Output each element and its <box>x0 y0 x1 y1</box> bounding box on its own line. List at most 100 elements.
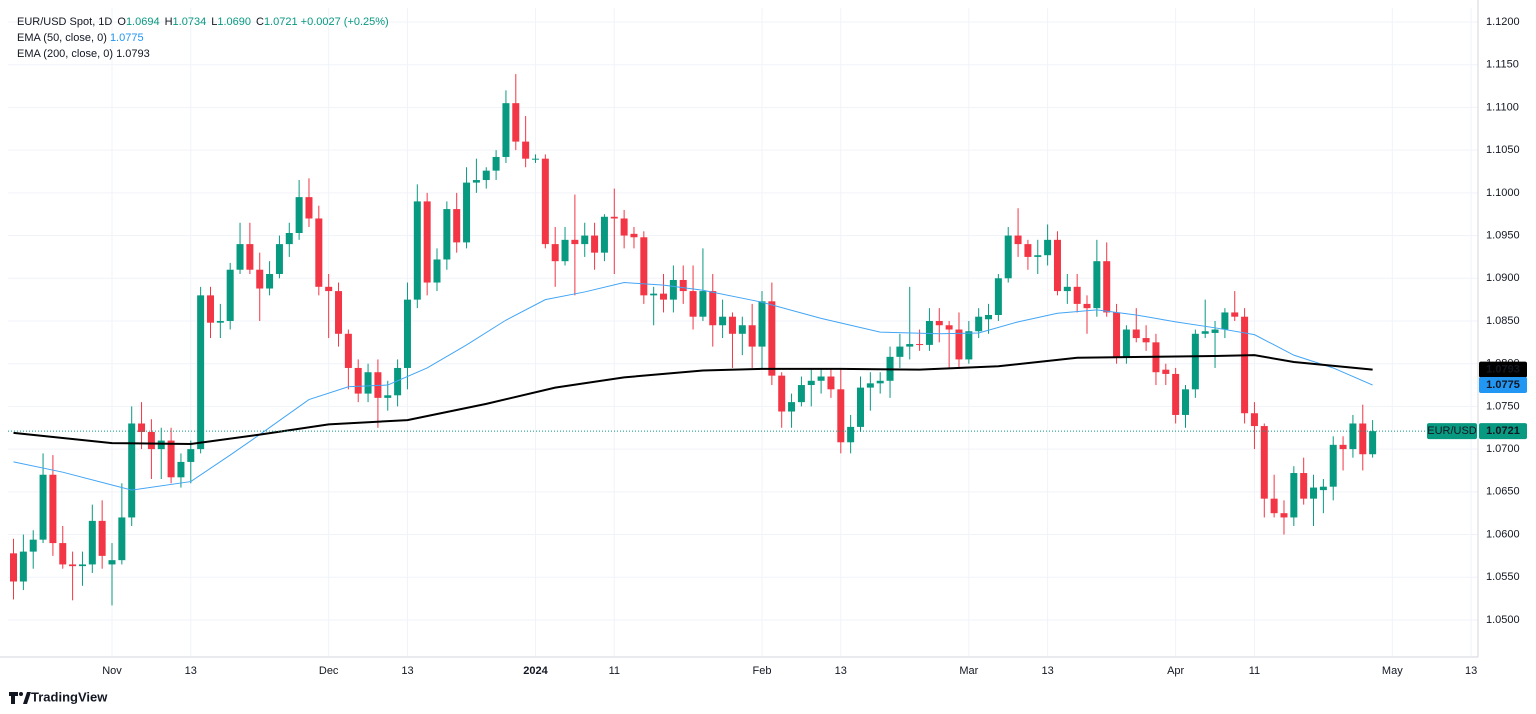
y-tick-label: 1.1200 <box>1486 16 1520 28</box>
candle-body <box>364 372 372 394</box>
candle-body <box>1113 312 1121 357</box>
candle-body <box>1053 239 1061 292</box>
candle-body <box>512 103 520 142</box>
logo-dot <box>19 692 23 696</box>
candle-body <box>797 385 805 403</box>
candle-body <box>108 560 116 565</box>
candle-body <box>955 329 963 360</box>
candle-body <box>1093 261 1101 309</box>
candle-body <box>1270 498 1278 514</box>
candle-body <box>837 389 845 443</box>
candle-body <box>551 244 559 262</box>
x-tick-label: Mar <box>959 665 978 677</box>
candle-body <box>975 316 983 332</box>
candle-body <box>463 182 471 243</box>
candle-body <box>29 539 37 552</box>
ema200-tag-box <box>1479 361 1527 378</box>
candle-body <box>98 520 106 556</box>
candle-body <box>561 239 569 262</box>
candle-body <box>531 158 539 160</box>
candle-body <box>807 380 815 386</box>
candle-body <box>1260 426 1268 499</box>
candle-body <box>502 103 510 157</box>
ema-line <box>13 354 1373 445</box>
candle-body <box>847 426 855 443</box>
candle-body <box>256 269 264 289</box>
y-tick-label: 1.0850 <box>1486 315 1520 327</box>
candle-body <box>285 232 293 245</box>
candle-body <box>896 346 904 357</box>
instrument-box <box>1427 423 1477 440</box>
ohlc-field: O <box>117 16 126 28</box>
candle-body <box>39 474 47 540</box>
candle-body <box>1290 473 1298 518</box>
candle-body <box>1201 331 1209 334</box>
candle-body <box>1329 444 1337 487</box>
candle-body <box>719 316 727 326</box>
candle-body <box>994 278 1002 316</box>
y-tick-label: 1.0550 <box>1486 571 1520 583</box>
candle-body <box>354 367 362 394</box>
candle-body <box>728 316 736 334</box>
candle-body <box>1369 431 1377 455</box>
candle-body <box>817 376 825 381</box>
logo-shape <box>9 692 18 704</box>
candle-body <box>1339 444 1347 450</box>
candle-body <box>925 320 933 345</box>
candle-body <box>916 344 924 346</box>
candle-body <box>167 440 175 478</box>
candle-body <box>856 387 864 427</box>
candle-body <box>1034 255 1042 257</box>
candle-body <box>1349 423 1357 450</box>
candle-body <box>738 325 746 334</box>
y-tick-label: 1.1150 <box>1486 59 1519 71</box>
candle-body <box>1191 333 1199 390</box>
x-tick-label: 13 <box>401 665 413 677</box>
candle-body <box>482 170 490 181</box>
candle-body <box>650 293 658 296</box>
y-tick-label: 1.0600 <box>1486 528 1520 540</box>
candle-body <box>906 344 914 347</box>
candle-body <box>640 237 648 296</box>
candle-body <box>88 520 96 565</box>
candle-body <box>59 543 67 565</box>
y-tick-label: 1.0650 <box>1486 486 1520 498</box>
candle-body <box>10 553 18 582</box>
candle-body <box>965 331 973 360</box>
candle-body <box>1172 373 1180 415</box>
x-tick-label: Apr <box>1167 665 1184 677</box>
candle-body <box>1044 239 1052 256</box>
candle-body <box>1162 369 1170 374</box>
y-tick-label: 1.0500 <box>1486 614 1520 626</box>
symbol: EUR/USD Spot, 1D <box>17 16 113 28</box>
candle-body <box>689 291 697 317</box>
x-tick-label: 13 <box>185 665 197 677</box>
candle-body <box>433 259 441 283</box>
logo-shape <box>23 692 31 704</box>
ema-value: 1.0793 <box>116 48 150 60</box>
candle-body <box>1221 312 1229 330</box>
change: +0.0027 (+0.25%) <box>300 16 389 28</box>
candle-body <box>394 367 402 396</box>
legend-row: EMA (50, close, 0) 1.0775 <box>17 30 389 46</box>
x-tick-label: 13 <box>1041 665 1053 677</box>
y-tick-label: 1.0700 <box>1486 443 1520 455</box>
candle-body <box>453 209 461 243</box>
instrument-tag: EUR/USD <box>1427 425 1477 437</box>
ohlc-value: 1.0734 <box>172 16 207 28</box>
candle-body <box>315 218 323 287</box>
candle-body <box>492 156 500 171</box>
candle-body <box>709 291 717 326</box>
legend-row: EUR/USD Spot, 1D O1.0694 H1.0734 L1.0690 C1.… <box>17 14 389 30</box>
candle-body <box>69 564 77 567</box>
candle-body <box>620 218 628 236</box>
candle-body <box>295 197 303 233</box>
candle-body <box>935 320 943 326</box>
y-tick-label: 1.0900 <box>1486 272 1520 284</box>
candle-body <box>344 333 352 368</box>
x-tick-label: 13 <box>835 665 847 677</box>
candle-body <box>216 320 224 323</box>
candle-body <box>1073 286 1081 304</box>
